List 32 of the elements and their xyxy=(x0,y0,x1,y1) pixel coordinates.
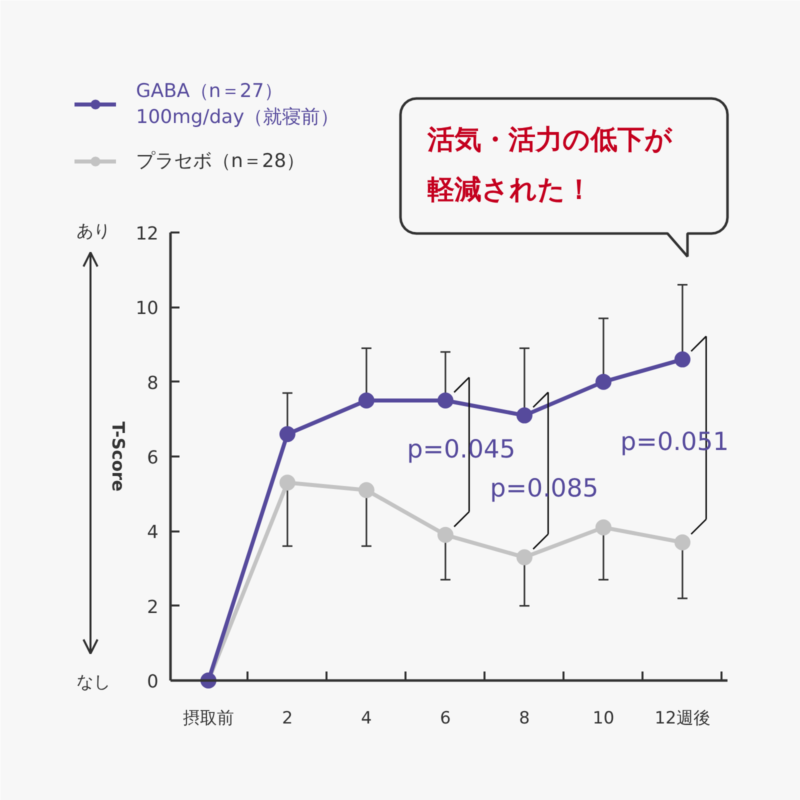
y-axis-title: T-Score xyxy=(108,421,128,492)
y-tick-label: 8 xyxy=(147,372,158,394)
point xyxy=(516,549,532,566)
legend-label: GABA（n＝27） 100mg/day（就寝前） xyxy=(136,79,340,130)
x-tick-label: 10 xyxy=(592,708,614,728)
y-tick-label: 0 xyxy=(147,672,158,692)
point xyxy=(516,407,532,424)
point xyxy=(674,351,690,368)
point xyxy=(358,392,374,408)
text: あり xyxy=(76,222,110,242)
legend-label: プラセボ（n＝28） xyxy=(136,149,306,174)
y-tick-label: 4 xyxy=(147,522,158,544)
x-tick-label: 12週後 xyxy=(654,708,710,728)
x-tick-label: 2 xyxy=(282,708,293,728)
text: 活気・活力の低下が軽減された！ xyxy=(426,124,674,206)
point xyxy=(674,534,690,550)
point xyxy=(595,519,612,536)
text: なし xyxy=(76,672,110,692)
point xyxy=(437,392,454,408)
y-tick-label: 10 xyxy=(136,298,158,320)
x-tick-label: 摂取前 xyxy=(182,708,234,728)
y-tick-label: 6 xyxy=(147,448,158,468)
x-tick-label: 4 xyxy=(361,708,372,728)
y-tick-label: 2 xyxy=(147,596,158,618)
y-tick-label: 12 xyxy=(136,224,158,244)
x-tick-label: 6 xyxy=(440,708,451,728)
point xyxy=(595,374,612,390)
x-tick-label: 8 xyxy=(519,708,530,728)
point xyxy=(437,526,454,543)
point xyxy=(279,474,296,491)
point xyxy=(279,426,296,442)
point xyxy=(358,482,374,498)
